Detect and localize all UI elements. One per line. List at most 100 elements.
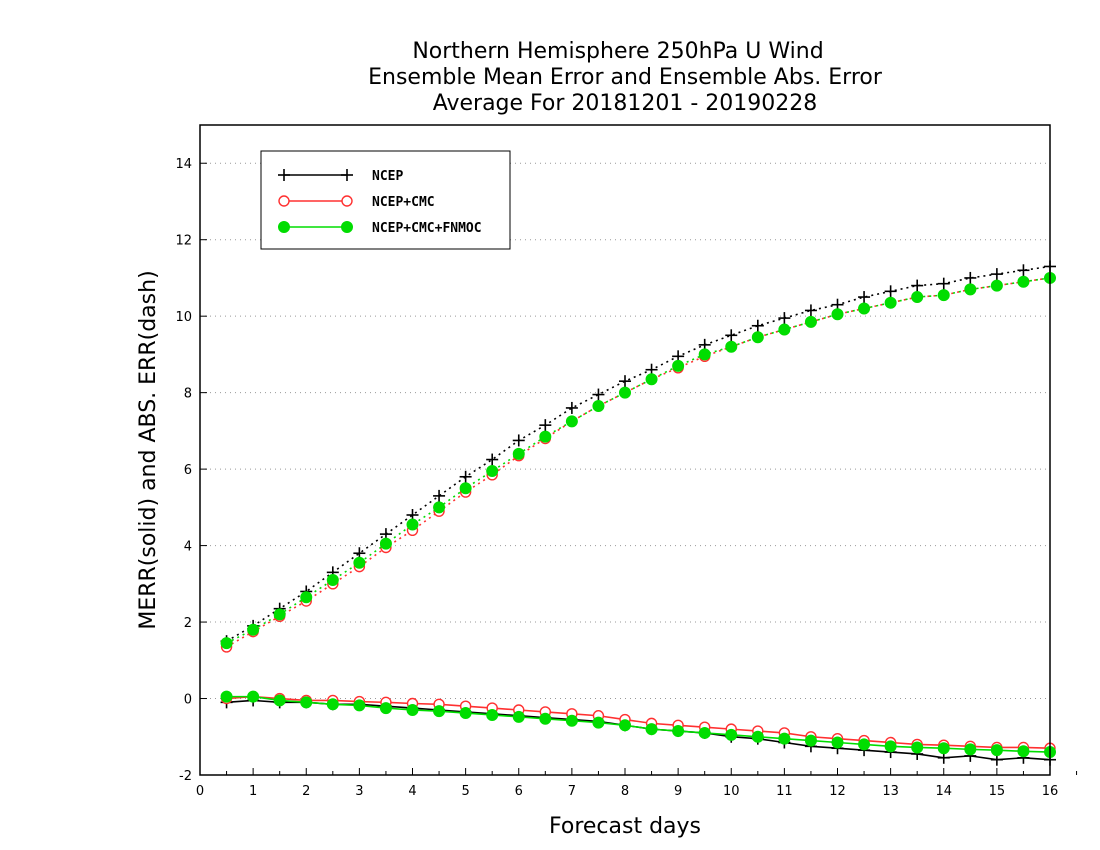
grid-lines [200, 162, 1050, 776]
series-ncep-cmc-fnmoc-mean-err-point [353, 699, 366, 712]
y-axis-label: MERR(solid) and ABS. ERR(dash) [136, 270, 161, 629]
chart-title-line-3: Average For 20181201 - 20190228 [433, 91, 818, 116]
y-tick-label: 2 [184, 616, 192, 631]
legend-marker-right [341, 169, 353, 181]
series-ncep-cmc-fnmoc-abs-err-point [804, 315, 817, 328]
series-ncep-abs-err-point [486, 453, 499, 466]
series-ncep-cmc-fnmoc-mean-err-point [645, 723, 658, 736]
y-tick-label: -2 [179, 769, 192, 784]
chart-title-line-1: Northern Hemisphere 250hPa U Wind [412, 39, 823, 64]
series-ncep-cmc-fnmoc-abs-err-point [990, 279, 1003, 292]
legend-item: NCEP [278, 169, 403, 184]
legend-marker-right [341, 195, 353, 207]
series-ncep-abs-err-point [804, 304, 817, 317]
series-ncep-cmc-fnmoc-mean-err-point [1017, 745, 1030, 758]
series-ncep-abs-err-point [433, 489, 446, 502]
y-tick-label: 8 [184, 387, 192, 402]
y-tick-label: 10 [175, 310, 192, 325]
series-ncep-cmc-fnmoc-mean-err-point [725, 728, 738, 741]
y-tick-label: 6 [184, 463, 192, 478]
y-tick-label: 0 [184, 693, 192, 708]
series-ncep-abs-err-point [778, 312, 791, 325]
series-ncep-cmc-fnmoc-abs-err-point [672, 359, 685, 372]
series-ncep-cmc-fnmoc-mean-err-point [990, 744, 1003, 757]
series-ncep-cmc-fnmoc-abs-err-point [433, 501, 446, 514]
x-tick-label: 11 [776, 784, 793, 799]
series-ncep-cmc-fnmoc-mean-err-point [778, 732, 791, 745]
series-ncep-abs-err-point [459, 470, 472, 483]
series-ncep-cmc-fnmoc-abs-err-point [911, 291, 924, 304]
series-ncep-cmc-fnmoc-abs-err-point [512, 447, 525, 460]
series-ncep-cmc-fnmoc-mean-err-point [273, 694, 286, 707]
series-ncep-cmc-fnmoc-abs-err-point [220, 637, 233, 650]
series-ncep-cmc-fnmoc-mean-err-point [486, 708, 499, 721]
series-ncep-cmc-fnmoc-mean-err-point [804, 734, 817, 747]
legend-label: NCEP+CMC [372, 195, 435, 210]
plot-frame [199, 124, 1051, 776]
series-ncep-cmc-fnmoc-abs-err-point [459, 482, 472, 495]
series-ncep-cmc-fnmoc-mean-err-point [698, 726, 711, 739]
series-ncep-abs-err-point [751, 319, 764, 332]
series-ncep-abs-err-point [884, 285, 897, 298]
legend-marker-left [278, 221, 290, 233]
series-ncep-cmc-fnmoc-abs-err-point [858, 302, 871, 315]
series-ncep-cmc-fnmoc-abs-err-point [619, 386, 631, 399]
series-ncep-cmc-fnmoc-abs-err-point [247, 623, 260, 636]
series-ncep-abs-err-point [565, 401, 578, 414]
x-tick-label: 7 [568, 784, 576, 799]
series-ncep-cmc-fnmoc-mean-err-point [220, 690, 233, 703]
x-tick-label: 10 [723, 784, 740, 799]
series-ncep-cmc-fnmoc-mean-err-point [539, 712, 552, 725]
series-ncep-cmc-fnmoc-mean-err-point [565, 714, 578, 727]
series-ncep-cmc-fnmoc-mean-err-point [911, 741, 924, 754]
series-ncep-cmc-fnmoc-abs-err-point [751, 331, 764, 344]
x-tick-label: 16 [1042, 784, 1059, 799]
series-ncep-cmc-fnmoc-mean-err-line [226, 695, 1051, 753]
series-ncep-cmc-fnmoc-mean-err-point [858, 738, 871, 751]
series-ncep-cmc-fnmoc-mean-err-point [406, 704, 419, 716]
series-ncep-cmc-fnmoc-abs-err-point [592, 400, 605, 413]
series-ncep-cmc-fnmoc-mean-err-point [326, 698, 339, 711]
series-ncep-abs-err-point [592, 388, 605, 401]
series-ncep-cmc-fnmoc-mean-err-point [937, 742, 950, 755]
series-ncep-cmc-fnmoc-abs-err-point [698, 348, 711, 361]
series-ncep-cmc-fnmoc-abs-err-point [565, 415, 578, 428]
x-tick-label: 4 [408, 784, 416, 799]
series-ncep-abs-err-point [512, 434, 525, 447]
series-ncep-cmc-fnmoc-abs-err-point [539, 430, 552, 443]
series-ncep-cmc-fnmoc-abs-err-point [1017, 275, 1030, 288]
x-axis-label: Forecast days [549, 814, 701, 839]
series-ncep-cmc-fnmoc-abs-err-point [353, 556, 366, 569]
legend-box [260, 150, 511, 250]
x-tick-label: 3 [355, 784, 363, 799]
x-tick-label: 13 [882, 784, 899, 799]
chart-title-line-2: Ensemble Mean Error and Ensemble Abs. Er… [368, 65, 883, 90]
series-ncep-abs-err-point [964, 271, 977, 284]
y-tick-label: 12 [175, 234, 192, 249]
series-ncep-abs-err-point [1017, 264, 1030, 277]
x-tick-label: 5 [461, 784, 469, 799]
series-ncep-cmc-fnmoc-mean-err-point [592, 716, 605, 729]
series-ncep-cmc-fnmoc-abs-err-point [486, 465, 499, 478]
x-tick-label: 6 [515, 784, 523, 799]
series-ncep-abs-err-point [619, 375, 631, 388]
series-ncep-abs-err-point [911, 279, 924, 292]
series-ncep-mean-err-line [226, 699, 1051, 761]
x-tick-label: 0 [196, 784, 204, 799]
series-ncep-abs-err-point [725, 329, 738, 342]
y-tick-label: 14 [175, 157, 192, 172]
series-ncep-cmc-fnmoc-abs-err-point [778, 323, 791, 336]
series-ncep-cmc-fnmoc-abs-err-point [273, 608, 286, 621]
series-ncep-cmc-fnmoc-abs-err-point [937, 289, 950, 302]
series-ncep-cmc-fnmoc-mean-err-point [964, 743, 977, 756]
series-ncep-cmc-fnmoc-abs-err-point [406, 518, 419, 531]
series-ncep-cmc-fnmoc-abs-err-point [884, 296, 897, 309]
legend-marker-right [341, 221, 353, 233]
series-ncep-cmc-fnmoc-mean-err-point [247, 690, 260, 703]
x-axis-ticks: 0 1 2 3 4 5 6 7 8 9 10 11 12 13 14 15 16 [196, 768, 1078, 799]
series-ncep-cmc-fnmoc-mean-err-point [751, 730, 764, 743]
plot-series [220, 260, 1056, 766]
series-ncep-abs-err-point [937, 277, 950, 290]
series-ncep-cmc-fnmoc-abs-err-point [725, 340, 738, 353]
